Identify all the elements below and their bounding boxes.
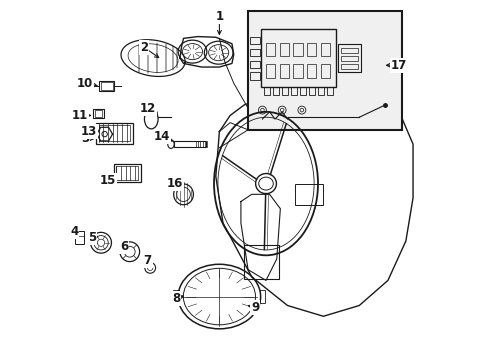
Bar <box>247 12 402 130</box>
Bar <box>290 87 296 95</box>
Bar <box>320 42 329 56</box>
Bar <box>174 141 206 147</box>
Bar <box>340 56 357 61</box>
Bar <box>340 48 357 53</box>
Bar <box>317 87 323 95</box>
Bar <box>340 64 357 69</box>
Bar <box>260 30 335 87</box>
Bar <box>306 64 316 78</box>
Text: 9: 9 <box>251 301 259 314</box>
Bar <box>265 64 275 78</box>
Bar <box>75 231 83 244</box>
Bar <box>259 290 265 303</box>
Bar <box>173 290 179 303</box>
Text: 16: 16 <box>166 177 183 190</box>
Text: 12: 12 <box>139 102 156 115</box>
Text: 15: 15 <box>100 174 116 186</box>
Text: 8: 8 <box>172 292 180 305</box>
Text: 2: 2 <box>140 41 148 54</box>
Bar <box>282 87 287 95</box>
Bar <box>244 244 278 279</box>
Text: 5: 5 <box>88 231 96 244</box>
Bar <box>116 166 138 180</box>
Bar <box>306 42 316 56</box>
Bar <box>326 87 332 95</box>
Bar <box>249 60 260 68</box>
Text: 1: 1 <box>215 10 223 23</box>
Bar <box>293 42 302 56</box>
Bar <box>249 72 260 80</box>
Bar <box>273 87 278 95</box>
Bar <box>293 64 302 78</box>
Bar <box>249 49 260 56</box>
Text: 17: 17 <box>390 59 406 72</box>
Bar <box>101 82 112 90</box>
Text: 11: 11 <box>71 109 87 122</box>
Text: 10: 10 <box>77 77 93 90</box>
Bar <box>99 126 130 141</box>
Bar <box>99 81 114 91</box>
Text: 4: 4 <box>70 225 78 238</box>
Text: 3: 3 <box>81 132 89 145</box>
Bar <box>294 184 323 205</box>
Text: 6: 6 <box>120 240 128 253</box>
Bar <box>249 37 260 44</box>
Text: 7: 7 <box>143 254 151 267</box>
Bar <box>95 111 102 117</box>
Bar <box>93 109 104 118</box>
Bar <box>279 64 288 78</box>
Bar <box>96 123 133 144</box>
Bar <box>308 87 314 95</box>
Bar <box>337 44 360 72</box>
Bar <box>265 42 275 56</box>
Bar <box>264 87 269 95</box>
Bar <box>113 164 140 182</box>
Text: 14: 14 <box>154 130 170 144</box>
Bar <box>300 87 305 95</box>
Text: 13: 13 <box>80 125 97 138</box>
Bar <box>279 42 288 56</box>
Bar <box>320 64 329 78</box>
